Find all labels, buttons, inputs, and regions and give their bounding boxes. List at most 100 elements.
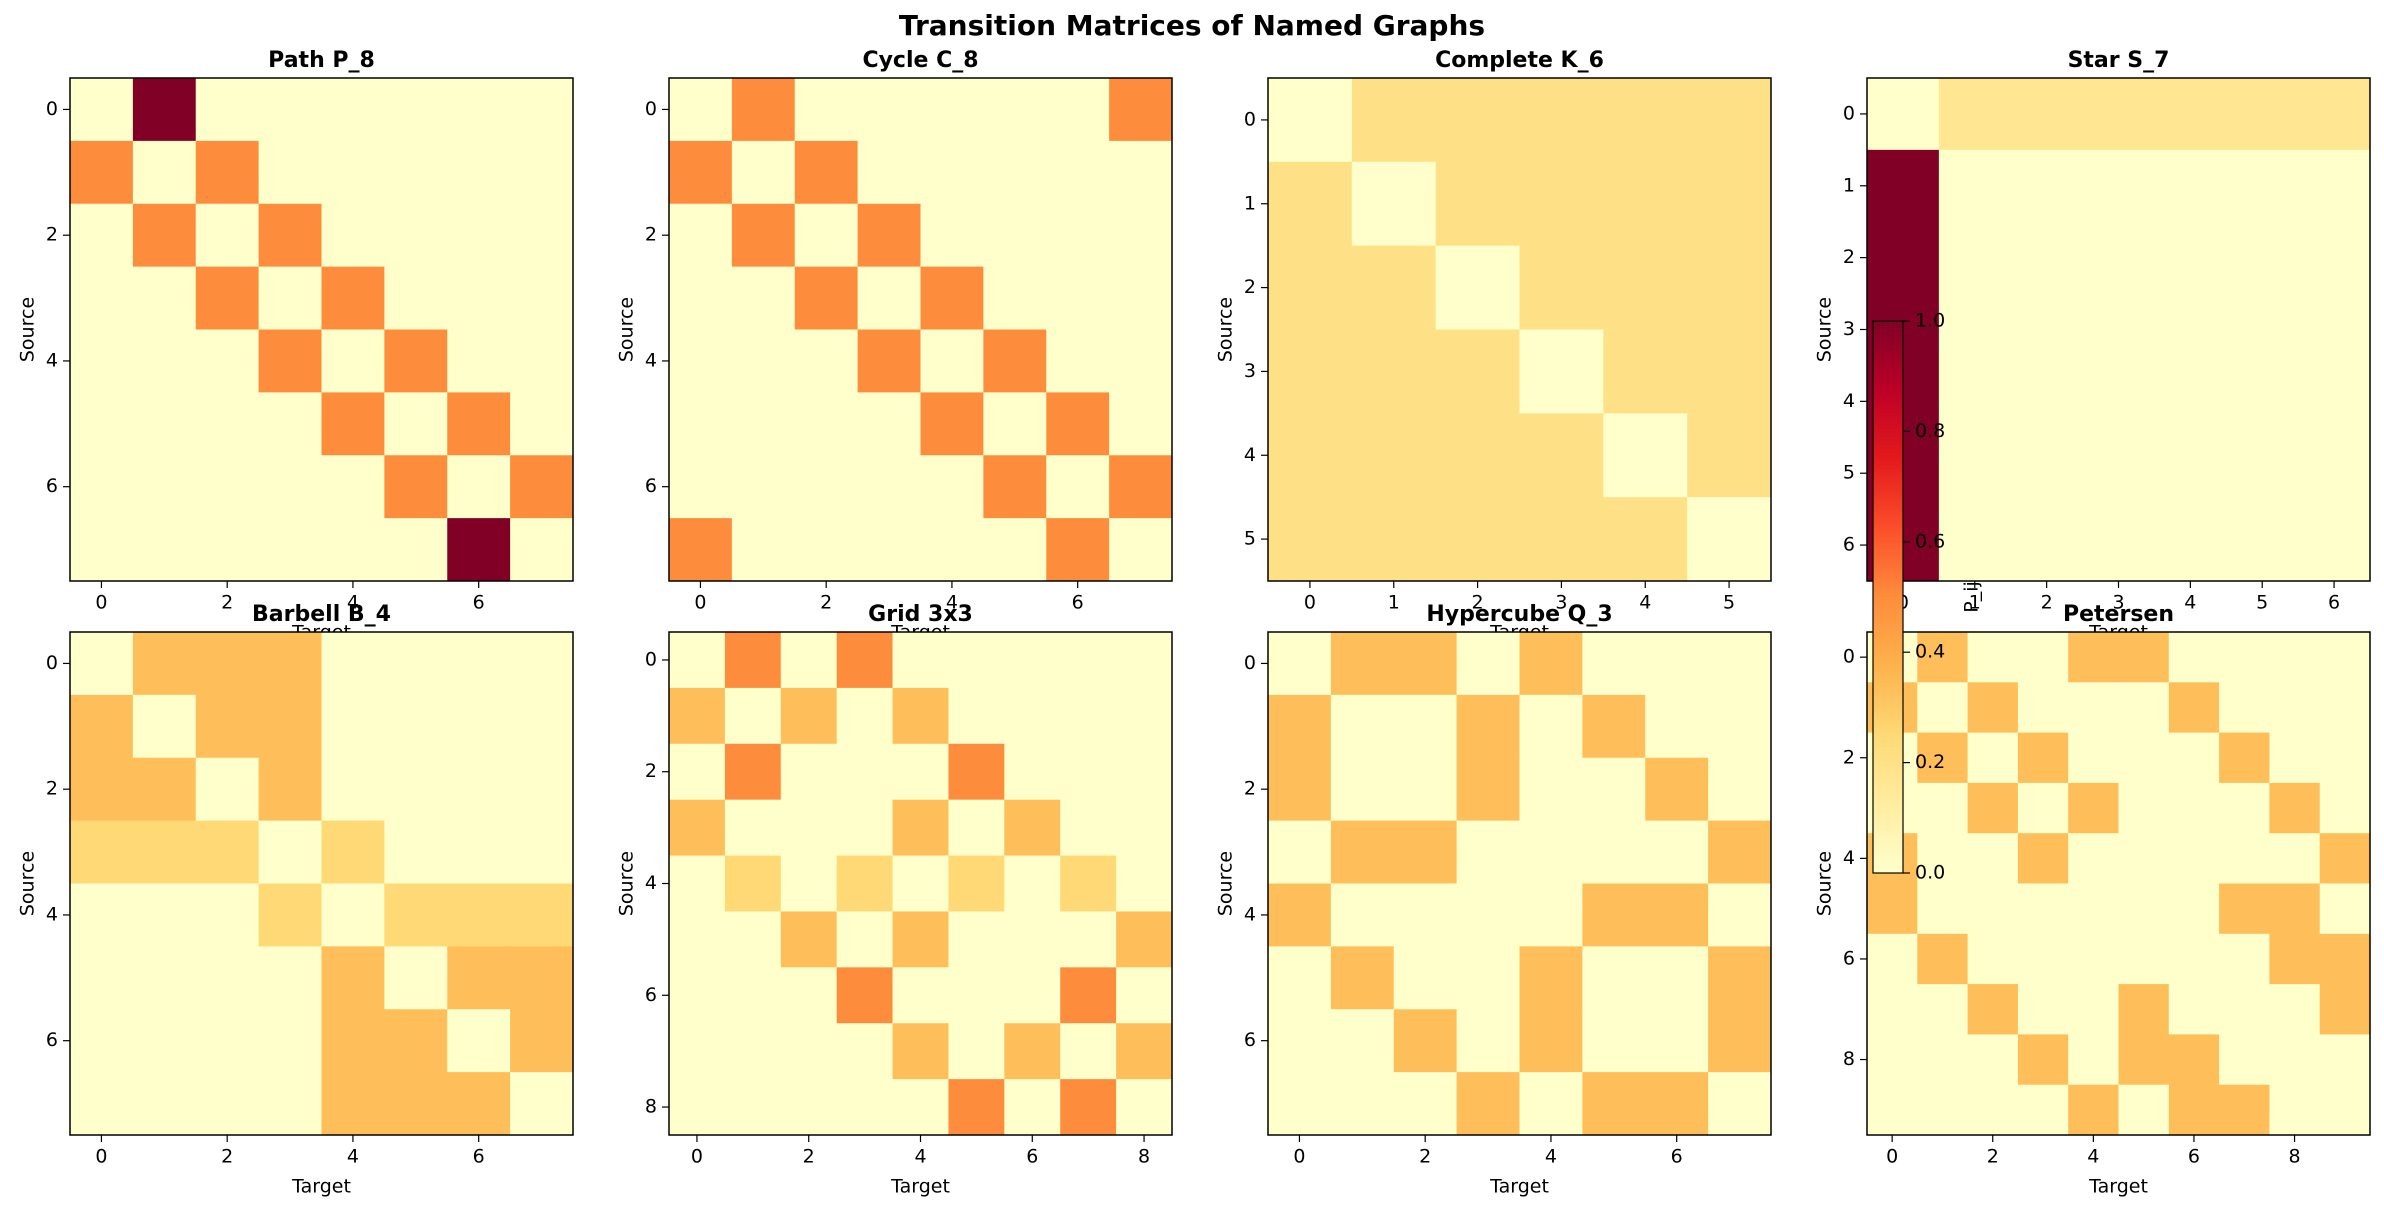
colorbar-tick-label: 0.0 [1915, 862, 1945, 884]
cell [1456, 946, 1520, 1010]
cell [1867, 149, 1940, 223]
cell [724, 799, 782, 857]
cell [669, 203, 733, 268]
cell [321, 1072, 385, 1136]
cell [1938, 221, 2012, 295]
cell [132, 632, 197, 696]
y-tick-label: 4 [1244, 903, 1256, 925]
cell [2017, 682, 2069, 734]
cell [321, 266, 385, 330]
cell [724, 855, 782, 912]
cell [1435, 78, 1520, 163]
cell [258, 455, 322, 519]
cell [1330, 946, 1395, 1010]
cell [836, 743, 894, 801]
cell [2226, 365, 2299, 438]
cell [780, 743, 838, 801]
cell [2298, 437, 2371, 510]
cell [1967, 984, 2019, 1035]
cell [70, 757, 134, 822]
cell [1109, 518, 1173, 582]
x-tick-label: 2 [1419, 1146, 1431, 1168]
cell [1393, 946, 1458, 1010]
x-axis-label: Target [890, 1176, 950, 1198]
cell [384, 757, 448, 822]
y-axis-label: Source [1215, 851, 1237, 916]
cell [669, 632, 726, 689]
cell [1004, 687, 1061, 745]
cell [1917, 1034, 1969, 1086]
cell [447, 946, 511, 1010]
cell [1917, 933, 1969, 985]
y-axis-label: Source [1814, 297, 1836, 362]
cell [1268, 1072, 1332, 1136]
cell [1268, 757, 1332, 822]
cell [2219, 1084, 2270, 1136]
cell [1456, 1072, 1520, 1136]
cell [1582, 820, 1646, 884]
cell [1393, 1009, 1458, 1073]
x-axis-label: Target [1489, 1176, 1549, 1198]
cell [724, 1079, 782, 1136]
cell [794, 78, 859, 142]
cell [2226, 78, 2299, 151]
cell [510, 518, 574, 582]
cell [2168, 732, 2220, 784]
cell [836, 687, 894, 745]
cell [510, 632, 574, 696]
x-tick-label: 0 [694, 592, 706, 614]
y-tick-label: 0 [46, 98, 58, 120]
x-tick-label: 4 [347, 592, 359, 614]
cell [2154, 509, 2227, 582]
cell [258, 883, 322, 947]
cell [780, 632, 838, 689]
cell [1116, 1079, 1173, 1136]
cell [258, 140, 322, 205]
y-tick-label: 0 [1843, 646, 1855, 668]
cell [1060, 855, 1117, 912]
x-tick-label: 0 [95, 592, 107, 614]
y-tick-label: 0 [1843, 102, 1855, 124]
cell [1109, 203, 1173, 268]
cell [948, 687, 1005, 745]
cell [1004, 855, 1061, 912]
cell [892, 799, 949, 857]
cell [780, 799, 838, 857]
cell [258, 946, 322, 1010]
axes-frame [69, 77, 574, 582]
colorbar-tick-label: 0.4 [1915, 641, 1945, 663]
cell [2017, 883, 2069, 935]
cell [1519, 632, 1583, 696]
cell [2219, 632, 2270, 683]
cell [1938, 78, 2012, 151]
cell [1938, 437, 2012, 510]
y-axis-label: Source [1814, 851, 1836, 916]
x-tick-label: 1 [1388, 592, 1400, 614]
cell [1330, 820, 1395, 884]
cell [2118, 984, 2170, 1035]
cell [258, 1072, 322, 1136]
cell [2118, 1084, 2170, 1136]
cell [1351, 245, 1437, 330]
cell [2068, 984, 2119, 1035]
cell [70, 203, 134, 268]
cell [2298, 509, 2371, 582]
cell [2068, 732, 2119, 784]
cell [1645, 694, 1709, 759]
cell [857, 455, 921, 519]
y-tick-label: 2 [1244, 276, 1256, 298]
cell [1708, 820, 1772, 884]
cell [1004, 911, 1061, 968]
cell [669, 392, 733, 456]
cell [731, 518, 796, 582]
cell [983, 518, 1047, 582]
cell [321, 392, 385, 456]
subplot-title: Complete K_6 [1435, 48, 1604, 73]
cell [2298, 365, 2371, 438]
cell [195, 632, 260, 696]
y-tick-label: 0 [1244, 108, 1256, 130]
x-tick-label: 6 [473, 592, 485, 614]
x-axis-label: Target [291, 1176, 351, 1198]
cell [669, 329, 733, 393]
cell [794, 266, 859, 330]
